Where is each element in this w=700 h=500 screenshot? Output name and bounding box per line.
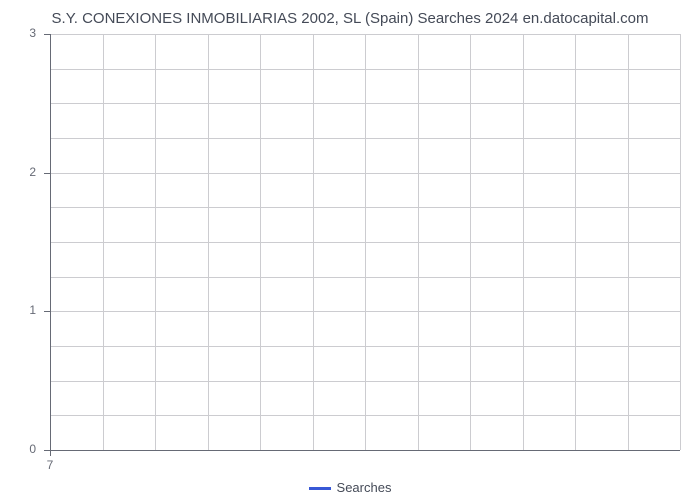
chart-legend: Searches: [0, 480, 700, 494]
gridline-horizontal: [50, 242, 680, 243]
x-axis-line: [50, 450, 680, 451]
y-tick-label: 0: [0, 442, 36, 456]
gridline-horizontal: [50, 277, 680, 278]
y-axis-line: [50, 34, 51, 450]
gridline-horizontal: [50, 346, 680, 347]
gridline-horizontal: [50, 69, 680, 70]
gridline-vertical: [680, 34, 681, 450]
chart-title: S.Y. CONEXIONES INMOBILIARIAS 2002, SL (…: [0, 10, 700, 27]
gridline-horizontal: [50, 138, 680, 139]
y-tick-mark: [44, 311, 50, 312]
chart-container: S.Y. CONEXIONES INMOBILIARIAS 2002, SL (…: [0, 0, 700, 500]
plot-area: [50, 34, 680, 450]
x-tick-label: 7: [40, 458, 60, 472]
x-tick-mark: [50, 450, 51, 456]
legend-label: Searches: [337, 480, 392, 495]
y-tick-label: 2: [0, 165, 36, 179]
gridline-horizontal: [50, 207, 680, 208]
y-tick-mark: [44, 34, 50, 35]
gridline-horizontal: [50, 415, 680, 416]
y-tick-label: 1: [0, 303, 36, 317]
gridline-horizontal: [50, 103, 680, 104]
gridline-horizontal: [50, 381, 680, 382]
y-tick-mark: [44, 173, 50, 174]
y-tick-label: 3: [0, 26, 36, 40]
gridline-horizontal: [50, 311, 680, 312]
legend-line-icon: [309, 487, 331, 490]
gridline-horizontal: [50, 34, 680, 35]
gridline-horizontal: [50, 173, 680, 174]
